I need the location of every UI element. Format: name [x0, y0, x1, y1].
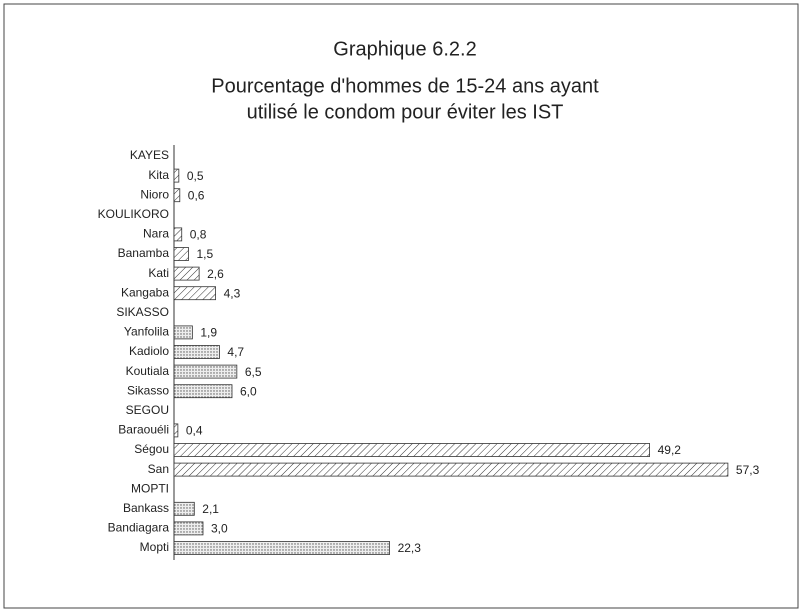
bar	[173, 325, 193, 340]
category-label: San	[148, 462, 169, 476]
category-label: SIKASSO	[116, 305, 169, 319]
category-label: Koutiala	[126, 364, 170, 378]
category-label: MOPTI	[131, 481, 169, 495]
value-label: 3,0	[211, 522, 228, 536]
value-label: 0,4	[186, 424, 203, 438]
category-label: Kati	[148, 266, 169, 280]
value-label: 4,3	[224, 286, 241, 300]
category-label: Ségou	[134, 442, 169, 456]
category-label: Bandiagara	[108, 521, 170, 535]
bar	[173, 462, 729, 477]
value-label: 0,6	[188, 188, 205, 202]
category-label: Kadiolo	[129, 344, 169, 358]
bar	[173, 345, 220, 359]
category-label: Nara	[143, 227, 169, 241]
bar	[173, 541, 390, 555]
value-label: 22,3	[398, 541, 422, 555]
value-label: 6,0	[240, 384, 257, 398]
category-label: Banamba	[118, 246, 170, 260]
bar	[173, 266, 200, 281]
bar	[173, 247, 189, 261]
category-label: KAYES	[130, 148, 169, 162]
bar	[173, 501, 195, 516]
category-label: Yanfolila	[124, 325, 169, 339]
bar	[173, 521, 204, 536]
value-label: 0,8	[190, 228, 207, 242]
chart-subtitle: Pourcentage d'hommes de 15-24 ans ayant	[211, 75, 599, 97]
category-label: Nioro	[140, 187, 169, 201]
chart-subtitle: utilisé le condom pour éviter les IST	[247, 101, 564, 123]
bar	[173, 443, 651, 457]
category-label: Sikasso	[127, 383, 169, 397]
category-label: Kangaba	[121, 285, 169, 299]
chart-title: Graphique 6.2.2	[333, 38, 476, 60]
bar	[173, 384, 233, 399]
category-label: Baraouéli	[118, 423, 169, 437]
value-label: 0,5	[187, 169, 204, 183]
value-label: 57,3	[736, 463, 760, 477]
bar	[173, 227, 183, 242]
value-label: 2,6	[207, 267, 224, 281]
frame	[3, 3, 799, 609]
value-label: 1,9	[200, 326, 217, 340]
category-label: Bankass	[123, 501, 169, 515]
bar	[173, 364, 238, 379]
category-label: Kita	[148, 168, 169, 182]
value-label: 4,7	[227, 345, 244, 359]
bar	[173, 188, 181, 203]
bar	[173, 286, 216, 301]
category-label: SEGOU	[126, 403, 169, 417]
bar	[173, 423, 179, 438]
value-label: 1,5	[197, 247, 214, 261]
category-label: Mopti	[140, 540, 169, 554]
bar	[173, 168, 180, 183]
value-label: 6,5	[245, 365, 262, 379]
category-label: KOULIKORO	[98, 207, 169, 221]
value-label: 49,2	[658, 443, 682, 457]
value-label: 2,1	[202, 502, 219, 516]
